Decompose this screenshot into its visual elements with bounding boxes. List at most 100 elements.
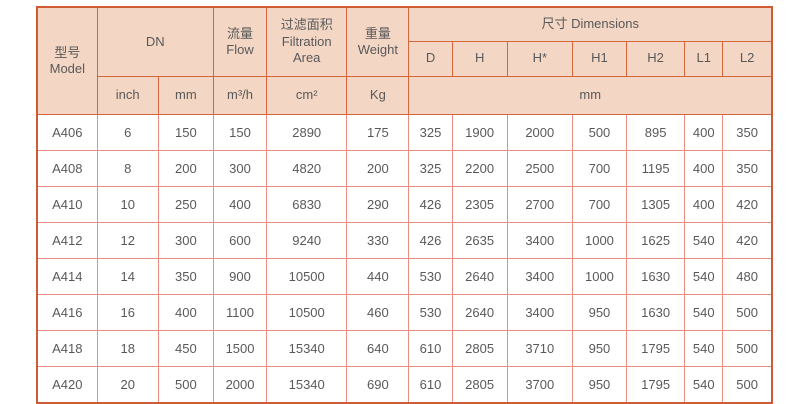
value-cell: 10500 xyxy=(266,293,348,331)
value-cell: 3400 xyxy=(506,293,573,331)
value-cell: 895 xyxy=(626,113,686,151)
value-cell: 16 xyxy=(96,293,159,331)
value-cell: 1630 xyxy=(626,293,686,331)
header-filtration-en-1: Filtration xyxy=(281,33,332,49)
header-weight-en: Weight xyxy=(357,41,398,57)
value-cell: 400 xyxy=(684,113,724,151)
value-cell: 1000 xyxy=(571,257,628,295)
header-dimensions: 尺寸 Dimensions xyxy=(408,6,773,42)
value-cell: 2890 xyxy=(266,113,348,151)
value-cell: 330 xyxy=(346,221,410,259)
unit-area: cm² xyxy=(266,75,348,115)
value-cell: 2700 xyxy=(506,185,573,223)
value-cell: 1195 xyxy=(626,149,686,187)
value-cell: 3700 xyxy=(506,365,573,403)
header-flow: 流量 Flow xyxy=(212,6,268,77)
value-cell: 200 xyxy=(346,149,410,187)
filter-specifications-table: 型号 Model DN 流量 Flow 过滤面积 Filtration Area… xyxy=(36,6,773,404)
value-cell: 150 xyxy=(212,113,268,151)
header-filtration-area: 过滤面积 Filtration Area xyxy=(266,6,348,77)
value-cell: 540 xyxy=(684,329,724,367)
value-cell: 420 xyxy=(722,185,773,223)
header-dim-d: D xyxy=(408,40,453,77)
value-cell: 12 xyxy=(96,221,159,259)
value-cell: 2200 xyxy=(451,149,508,187)
value-cell: 2500 xyxy=(506,149,573,187)
header-weight: 重量 Weight xyxy=(346,6,410,77)
model-cell: A416 xyxy=(36,293,98,331)
header-model: 型号 Model xyxy=(36,6,98,115)
value-cell: 2635 xyxy=(451,221,508,259)
header-dim-h1: H1 xyxy=(571,40,628,77)
value-cell: 610 xyxy=(408,329,453,367)
value-cell: 1795 xyxy=(626,365,686,403)
value-cell: 500 xyxy=(722,365,773,403)
table-row: A406 6 150 150 2890 175 325 1900 2000 500 895 400 35… xyxy=(36,113,773,151)
value-cell: 700 xyxy=(571,149,628,187)
header-dim-l2: L2 xyxy=(722,40,773,77)
table-row: A420 20 500 2000 15340 690 610 2805 3700 950 1795 5… xyxy=(36,365,773,403)
value-cell: 15340 xyxy=(266,365,348,403)
value-cell: 1305 xyxy=(626,185,686,223)
value-cell: 1630 xyxy=(626,257,686,295)
header-dim-h-star: H* xyxy=(506,40,573,77)
value-cell: 20 xyxy=(96,365,159,403)
header-filtration-en-2: Area xyxy=(292,49,321,65)
value-cell: 325 xyxy=(408,113,453,151)
header-dim-h: H xyxy=(451,40,508,77)
value-cell: 2640 xyxy=(451,257,508,295)
unit-weight: Kg xyxy=(346,75,410,115)
unit-dimensions-mm: mm xyxy=(408,75,773,115)
value-cell: 2305 xyxy=(451,185,508,223)
value-cell: 2805 xyxy=(451,365,508,403)
value-cell: 1900 xyxy=(451,113,508,151)
model-cell: A412 xyxy=(36,221,98,259)
value-cell: 1625 xyxy=(626,221,686,259)
value-cell: 1500 xyxy=(212,329,268,367)
value-cell: 350 xyxy=(157,257,214,295)
model-cell: A408 xyxy=(36,149,98,187)
value-cell: 426 xyxy=(408,185,453,223)
value-cell: 540 xyxy=(684,293,724,331)
value-cell: 600 xyxy=(212,221,268,259)
value-cell: 950 xyxy=(571,329,628,367)
value-cell: 950 xyxy=(571,293,628,331)
header-model-en: Model xyxy=(49,60,86,76)
value-cell: 950 xyxy=(571,365,628,403)
value-cell: 300 xyxy=(157,221,214,259)
value-cell: 480 xyxy=(722,257,773,295)
value-cell: 2805 xyxy=(451,329,508,367)
value-cell: 460 xyxy=(346,293,410,331)
value-cell: 6830 xyxy=(266,185,348,223)
value-cell: 290 xyxy=(346,185,410,223)
value-cell: 175 xyxy=(346,113,410,151)
table-row: A412 12 300 600 9240 330 426 2635 3400 1000 1625 54… xyxy=(36,221,773,259)
table-row: A416 16 400 1100 10500 460 530 2640 3400 950 1630 5… xyxy=(36,293,773,331)
value-cell: 530 xyxy=(408,293,453,331)
value-cell: 200 xyxy=(157,149,214,187)
header-model-zh: 型号 xyxy=(54,44,81,60)
value-cell: 10 xyxy=(96,185,159,223)
value-cell: 300 xyxy=(212,149,268,187)
value-cell: 1100 xyxy=(212,293,268,331)
value-cell: 400 xyxy=(212,185,268,223)
unit-flow: m³/h xyxy=(212,75,268,115)
value-cell: 14 xyxy=(96,257,159,295)
value-cell: 2000 xyxy=(506,113,573,151)
value-cell: 15340 xyxy=(266,329,348,367)
table-row: A410 10 250 400 6830 290 426 2305 2700 700 1305 400… xyxy=(36,185,773,223)
model-cell: A406 xyxy=(36,113,98,151)
value-cell: 3400 xyxy=(506,257,573,295)
unit-inch: inch xyxy=(96,75,159,115)
value-cell: 690 xyxy=(346,365,410,403)
value-cell: 500 xyxy=(571,113,628,151)
value-cell: 350 xyxy=(722,149,773,187)
header-flow-zh: 流量 xyxy=(227,25,254,41)
value-cell: 150 xyxy=(157,113,214,151)
value-cell: 500 xyxy=(722,329,773,367)
spec-table-container: 型号 Model DN 流量 Flow 过滤面积 Filtration Area… xyxy=(36,6,773,404)
value-cell: 18 xyxy=(96,329,159,367)
value-cell: 400 xyxy=(684,149,724,187)
header-dim-l1: L1 xyxy=(684,40,724,77)
value-cell: 4820 xyxy=(266,149,348,187)
